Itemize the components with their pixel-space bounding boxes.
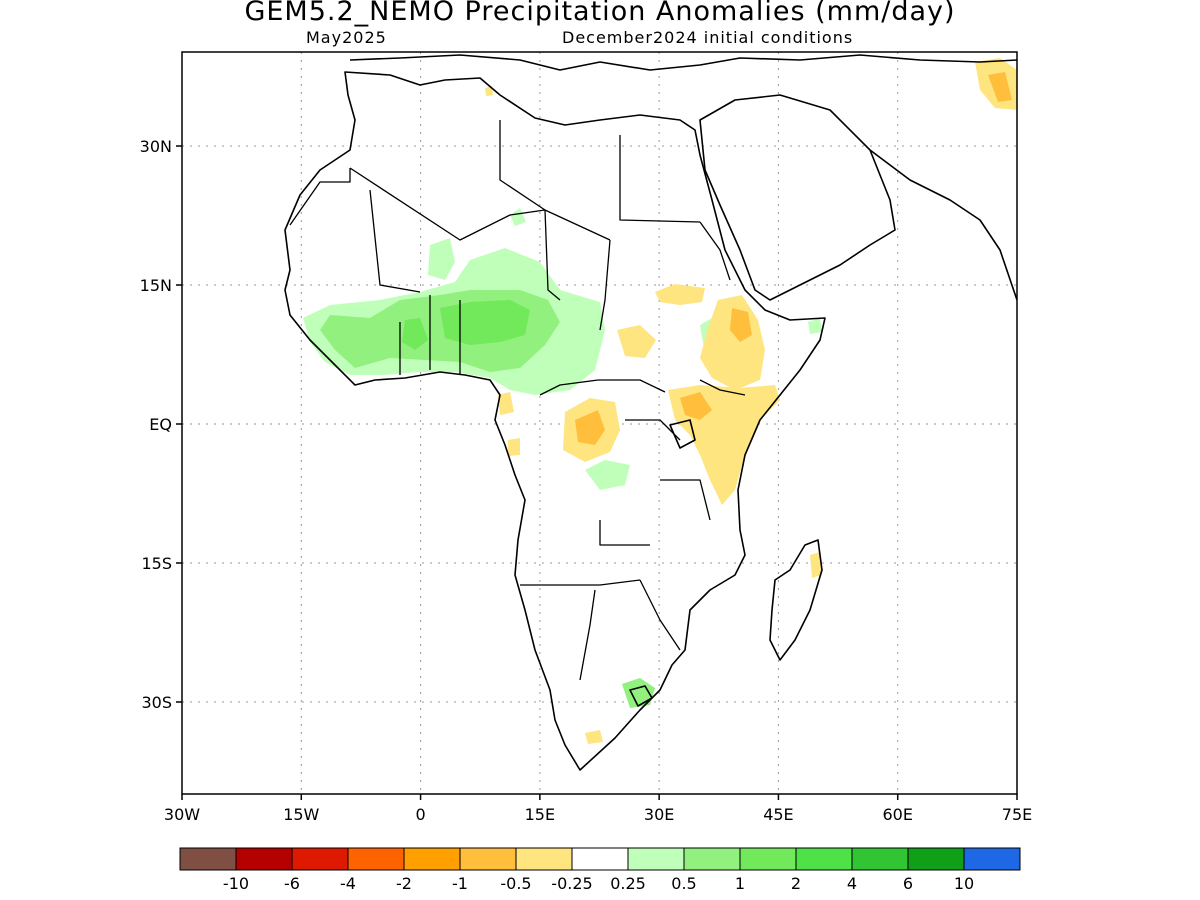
- colorbar-label: -1: [452, 874, 468, 893]
- coastlines: [284, 54, 1017, 771]
- lat-tick-label: 30N: [140, 137, 172, 156]
- colorbar-swatch: [403, 847, 461, 871]
- lon-tick-label: 30W: [164, 805, 200, 824]
- anomaly-dry-coast: [508, 438, 520, 456]
- colorbar-swatch: [179, 847, 237, 871]
- lat-tick-label: 30S: [141, 693, 172, 712]
- colorbar-swatch: [739, 847, 797, 871]
- colorbar-label: 6: [903, 874, 913, 893]
- colorbar-swatch: [571, 847, 629, 871]
- colorbar-label: -6: [284, 874, 300, 893]
- border-lines: [289, 120, 746, 681]
- colorbar-label: 4: [847, 874, 857, 893]
- colorbar-label: 0.25: [610, 874, 646, 893]
- asia-coastline: [869, 149, 1017, 301]
- valid-month-label: May2025: [306, 28, 387, 47]
- madagascar-coastline: [769, 539, 823, 661]
- lon-tick-label: 0: [415, 805, 425, 824]
- colorbar-label: -0.25: [551, 874, 592, 893]
- colorbar-swatch: [907, 847, 965, 871]
- colorbar-label: 1: [735, 874, 745, 893]
- colorbar-swatch: [683, 847, 741, 871]
- anomaly-wet-somalia: [808, 318, 822, 334]
- chart-title: GEM5.2_NEMO Precipitation Anomalies (mm/…: [244, 0, 956, 27]
- colorbar-swatch: [795, 847, 853, 871]
- lake-victoria: [669, 419, 696, 449]
- lon-tick-label: 15E: [525, 805, 555, 824]
- colorbar-swatch: [459, 847, 517, 871]
- europe-coastline: [349, 54, 1017, 71]
- colorbar-label: -0.5: [500, 874, 531, 893]
- colorbar-swatch: [347, 847, 405, 871]
- anomaly-dry-libya: [485, 86, 493, 96]
- anomaly-dry-mideast-core: [988, 72, 1012, 102]
- lon-axis: 30W 15W 0 15E 30E 45E 60E 75E: [164, 794, 1032, 824]
- lon-tick-label: 45E: [763, 805, 793, 824]
- lon-tick-label: 75E: [1002, 805, 1032, 824]
- anomaly-wet-sahara-patch: [428, 238, 455, 280]
- colorbar-label: -10: [223, 874, 249, 893]
- anomaly-fields: [303, 58, 1017, 744]
- colorbar-label: 0.5: [671, 874, 696, 893]
- colorbar-label: -4: [340, 874, 356, 893]
- init-conditions-label: December2024 initial conditions: [562, 28, 854, 47]
- lat-tick-label: 15N: [140, 276, 172, 295]
- lat-tick-label: EQ: [149, 415, 172, 434]
- lat-axis: 30N 15N EQ 15S 30S: [140, 137, 182, 712]
- anomaly-dry-congo-core: [575, 410, 605, 445]
- colorbar-swatch: [627, 847, 685, 871]
- colorbar-swatch: [515, 847, 573, 871]
- colorbar-swatch: [235, 847, 293, 871]
- lon-tick-label: 60E: [882, 805, 912, 824]
- anomaly-wet-congo: [585, 460, 630, 490]
- colorbar-label: -2: [396, 874, 412, 893]
- anomaly-dry-kenya-core: [680, 392, 712, 420]
- lon-tick-label: 15W: [283, 805, 319, 824]
- anomaly-wet-southafrica: [622, 678, 655, 708]
- anomaly-dry-southsudan: [617, 325, 656, 358]
- colorbar-swatch: [851, 847, 909, 871]
- colorbar-label: 2: [791, 874, 801, 893]
- plot-frame: [181, 51, 1018, 795]
- anomaly-dry-cape: [585, 730, 603, 744]
- anomaly-wet-nigeria-core: [440, 300, 530, 345]
- lesotho-border: [629, 685, 653, 707]
- colorbar-label: 10: [954, 874, 974, 893]
- anomaly-wet-ghana-core: [402, 318, 428, 350]
- anomaly-dry-madagascar: [810, 552, 822, 578]
- lat-tick-label: 15S: [141, 554, 172, 573]
- colorbar-swatch: [291, 847, 349, 871]
- arabia-coastline: [699, 94, 896, 301]
- anomaly-dry-ethiopia-core: [730, 308, 752, 342]
- anomaly-dry-sudan: [655, 284, 705, 305]
- anomaly-dry-gabon: [498, 392, 514, 415]
- colorbar: -10 -6 -4 -2 -1 -0.5 -0.25 0.25 0.5 1 2 4 6 10: [179, 847, 1021, 893]
- anomaly-wet-sahara-patch2: [510, 208, 526, 226]
- colorbar-swatch: [963, 847, 1021, 871]
- lon-tick-label: 30E: [644, 805, 674, 824]
